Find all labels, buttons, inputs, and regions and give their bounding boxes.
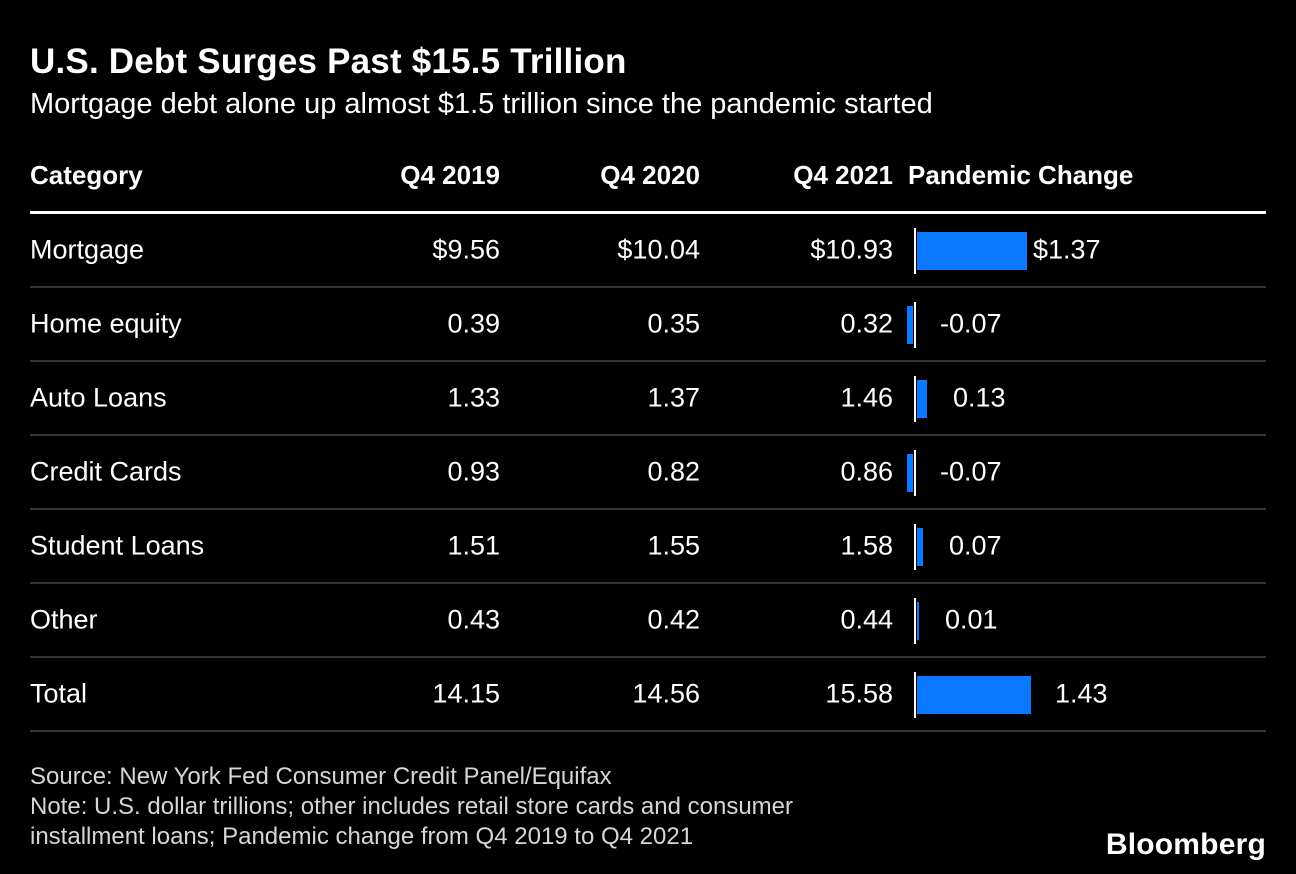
header-divider-line xyxy=(30,211,1266,214)
row-value-q4-2021: $10.93 xyxy=(810,234,893,265)
note-text-line2: installment loans; Pandemic change from … xyxy=(30,823,694,850)
change-value-label: 1.43 xyxy=(1055,678,1108,709)
table-row: Auto Loans 1.33 1.37 1.46 0.13 xyxy=(30,362,1266,436)
column-header-q4-2021: Q4 2021 xyxy=(793,160,893,190)
chart-subtitle: Mortgage debt alone up almost $1.5 trill… xyxy=(30,88,933,120)
table-row: Student Loans 1.51 1.55 1.58 0.07 xyxy=(30,510,1266,584)
pandemic-change-cell: 0.13 xyxy=(914,362,1266,434)
bar-axis-line xyxy=(914,524,916,570)
change-value-label: 0.07 xyxy=(949,530,1002,561)
change-value-label: $1.37 xyxy=(1033,234,1101,265)
column-header-category: Category xyxy=(30,160,143,190)
row-category: Total xyxy=(30,678,88,709)
bloomberg-logo: Bloomberg xyxy=(1105,828,1266,861)
table-row: Home equity 0.39 0.35 0.32 -0.07 xyxy=(30,288,1266,362)
change-bar xyxy=(917,528,923,566)
row-value-q4-2021: 0.32 xyxy=(840,308,893,339)
bar-axis-line xyxy=(914,450,916,496)
column-header-pandemic-change: Pandemic Change xyxy=(908,160,1134,190)
row-category: Student Loans xyxy=(30,530,205,561)
row-value-q4-2020: 1.55 xyxy=(647,530,700,561)
row-value-q4-2021: 15.58 xyxy=(825,678,893,709)
pandemic-change-cell: 1.43 xyxy=(914,658,1266,730)
table-row: Total 14.15 14.56 15.58 1.43 xyxy=(30,658,1266,732)
row-value-q4-2020: $10.04 xyxy=(617,234,700,265)
row-value-q4-2021: 0.44 xyxy=(840,604,893,635)
row-value-q4-2021: 0.86 xyxy=(840,456,893,487)
row-value-q4-2021: 1.46 xyxy=(840,382,893,413)
change-value-label: -0.07 xyxy=(940,456,1002,487)
chart-title: U.S. Debt Surges Past $15.5 Trillion xyxy=(30,42,627,81)
bar-axis-line xyxy=(914,376,916,422)
change-value-label: -0.07 xyxy=(940,308,1002,339)
bar-axis-line xyxy=(914,598,916,644)
row-value-q4-2020: 0.35 xyxy=(647,308,700,339)
table-row: Mortgage $9.56 $10.04 $10.93 $1.37 xyxy=(30,214,1266,288)
row-value-q4-2021: 1.58 xyxy=(840,530,893,561)
row-value-q4-2019: 0.39 xyxy=(447,308,500,339)
row-value-q4-2020: 0.42 xyxy=(647,604,700,635)
change-bar xyxy=(907,454,913,492)
bar-axis-line xyxy=(914,228,916,274)
row-category: Other xyxy=(30,604,98,635)
note-text-line1: Note: U.S. dollar trillions; other inclu… xyxy=(30,793,794,820)
column-header-q4-2020: Q4 2020 xyxy=(600,160,700,190)
row-category: Mortgage xyxy=(30,234,145,265)
row-category: Credit Cards xyxy=(30,456,182,487)
table-row: Other 0.43 0.42 0.44 0.01 xyxy=(30,584,1266,658)
bar-axis-line xyxy=(914,302,916,348)
row-value-q4-2019: 0.93 xyxy=(447,456,500,487)
change-value-label: 0.13 xyxy=(953,382,1006,413)
table-row: Credit Cards 0.93 0.82 0.86 -0.07 xyxy=(30,436,1266,510)
change-bar xyxy=(917,676,1031,714)
row-value-q4-2020: 14.56 xyxy=(632,678,700,709)
bar-axis-line xyxy=(914,672,916,718)
column-header-q4-2019: Q4 2019 xyxy=(400,160,500,190)
row-value-q4-2019: 14.15 xyxy=(432,678,500,709)
table-header-row: Category Q4 2019 Q4 2020 Q4 2021 Pandemi… xyxy=(30,160,1266,194)
pandemic-change-cell: 0.07 xyxy=(914,510,1266,582)
pandemic-change-cell: -0.07 xyxy=(907,288,1266,360)
row-value-q4-2019: 0.43 xyxy=(447,604,500,635)
change-bar xyxy=(917,602,919,640)
row-value-q4-2019: 1.33 xyxy=(447,382,500,413)
change-value-label: 0.01 xyxy=(945,604,998,635)
change-bar xyxy=(917,232,1027,270)
source-text: Source: New York Fed Consumer Credit Pan… xyxy=(30,763,612,790)
row-category: Auto Loans xyxy=(30,382,167,413)
change-bar xyxy=(917,380,927,418)
row-value-q4-2020: 0.82 xyxy=(647,456,700,487)
row-category: Home equity xyxy=(30,308,182,339)
debt-table-body: Mortgage $9.56 $10.04 $10.93 $1.37 Home … xyxy=(30,214,1266,732)
row-value-q4-2019: 1.51 xyxy=(447,530,500,561)
pandemic-change-cell: $1.37 xyxy=(914,214,1266,286)
row-value-q4-2019: $9.56 xyxy=(432,234,500,265)
change-bar xyxy=(907,306,913,344)
pandemic-change-cell: 0.01 xyxy=(914,584,1266,656)
pandemic-change-cell: -0.07 xyxy=(907,436,1266,508)
row-value-q4-2020: 1.37 xyxy=(647,382,700,413)
